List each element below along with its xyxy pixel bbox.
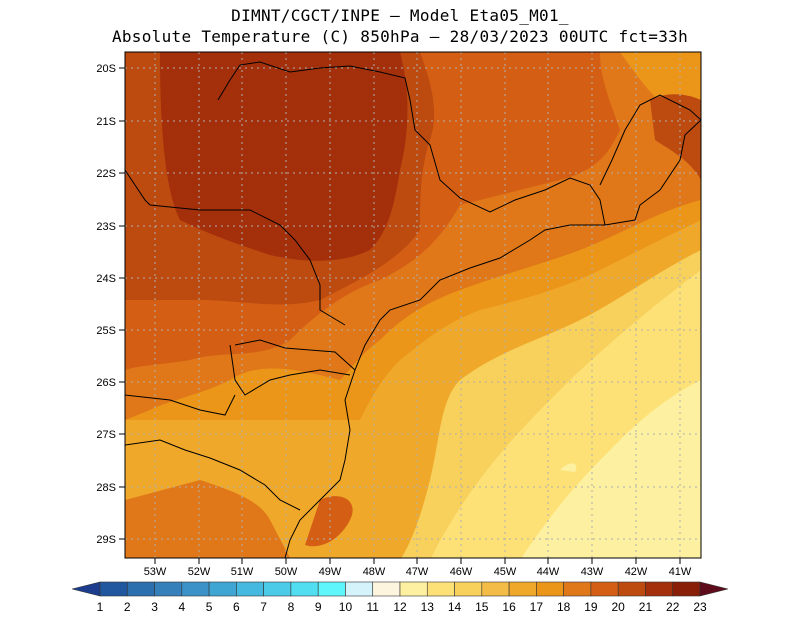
colorbar-label: 5	[206, 600, 213, 614]
colorbar-segment	[454, 581, 483, 597]
coastline	[284, 119, 701, 558]
region-12	[521, 380, 701, 558]
colorbar-segment	[154, 581, 183, 597]
colorbar-segment	[236, 581, 264, 597]
colorbar-label: 9	[315, 600, 322, 614]
lat-label: 28S	[96, 482, 116, 494]
colorbar-segment	[426, 581, 455, 597]
colorbar-label: 23	[693, 600, 707, 614]
lon-label: 47W	[406, 566, 429, 578]
border-ms-west	[125, 169, 151, 206]
colorbar: 1 2 3 4 5 6 7 8 9 10 11 12 13 14 15 16 17 18 19 20 21 22 23	[71, 581, 729, 614]
border-pr-sc	[234, 339, 356, 371]
colorbar-label: 22	[666, 600, 680, 614]
border-mg-es-rj	[599, 94, 701, 186]
lat-label: 24S	[96, 273, 116, 285]
colorbar-segment	[126, 581, 155, 597]
borders	[125, 61, 701, 558]
colorbar-segment	[672, 581, 701, 597]
lon-label: 48W	[363, 566, 386, 578]
colorbar-arrow-right	[699, 581, 729, 597]
border-sc-rs	[125, 394, 236, 416]
colorbar-label: 21	[639, 600, 653, 614]
title-line-1: DIMNT/CGCT/INPE – Model Eta05_M01_	[231, 6, 569, 25]
colorbar-segment	[617, 581, 646, 597]
colorbar-label: 6	[233, 600, 240, 614]
lat-label: 21S	[96, 116, 116, 128]
colorbar-label: 4	[178, 600, 185, 614]
colorbar-segment	[263, 581, 292, 597]
colorbar-label: 19	[584, 600, 598, 614]
colorbar-label: 15	[475, 600, 489, 614]
temperature-field	[125, 52, 701, 558]
lon-label: 51W	[231, 566, 254, 578]
lat-label: 29S	[96, 534, 116, 546]
lon-label: 50W	[275, 566, 298, 578]
colorbar-segment	[372, 581, 401, 597]
lon-label: 43W	[581, 566, 604, 578]
border-ms-sp	[217, 64, 241, 101]
colorbar-segment	[563, 581, 592, 597]
colorbar-label: 11	[366, 600, 379, 614]
lon-label: 52W	[188, 566, 211, 578]
colorbar-segment	[399, 581, 428, 597]
colorbar-segment	[645, 581, 674, 597]
border-rs-west	[125, 439, 301, 511]
colorbar-segment	[481, 581, 510, 597]
colorbar-label: 2	[124, 600, 131, 614]
lon-label: 41W	[669, 566, 692, 578]
colorbar-label: 18	[557, 600, 571, 614]
colorbar-label: 16	[502, 600, 516, 614]
lon-label: 46W	[450, 566, 473, 578]
latitude-axis: 20S 21S 22S 23S 24S 25S 26S 27S 28S 29S	[96, 63, 125, 546]
lat-label: 27S	[96, 429, 116, 441]
colorbar-label: 7	[260, 600, 267, 614]
title-line-2: Absolute Temperature (C) 850hPa – 28/03/…	[111, 27, 689, 46]
colorbar-label: 12	[393, 600, 407, 614]
colorbar-label: 20	[612, 600, 626, 614]
colorbar-label: 10	[339, 600, 353, 614]
map-frame	[124, 51, 702, 559]
lat-label: 26S	[96, 377, 116, 389]
lat-label: 22S	[96, 168, 116, 180]
colorbar-segment	[536, 581, 564, 597]
border-ms-pr	[149, 204, 346, 326]
lon-label: 42W	[625, 566, 648, 578]
lon-label: 49W	[319, 566, 342, 578]
colorbar-segment	[317, 581, 346, 597]
colorbar-arrow-left	[71, 581, 101, 597]
lon-label: 45W	[494, 566, 517, 578]
border-mg-sp	[239, 61, 606, 226]
colorbar-label: 8	[288, 600, 295, 614]
colorbar-label: 14	[448, 600, 462, 614]
colorbar-label: 17	[530, 600, 544, 614]
colorbar-label: 13	[421, 600, 435, 614]
colorbar-label: 3	[151, 600, 158, 614]
longitude-axis: 53W 52W 51W 50W 49W 48W 47W 46W 45W 44W 43W 42W 41W	[144, 558, 692, 578]
lon-label: 44W	[537, 566, 560, 578]
colorbar-segment	[181, 581, 210, 597]
colorbar-segment	[290, 581, 319, 597]
colorbar-segment	[590, 581, 619, 597]
lat-label: 23S	[96, 221, 116, 233]
colorbar-segment	[345, 581, 374, 597]
region-20	[160, 52, 408, 261]
border-pr-river	[229, 344, 351, 396]
lat-label: 25S	[96, 325, 116, 337]
colorbar-label: 1	[97, 600, 104, 614]
colorbar-segment	[508, 581, 537, 597]
lat-label: 20S	[96, 63, 116, 75]
colorbar-segment	[99, 581, 128, 597]
colorbar-segment	[208, 581, 237, 597]
lon-label: 53W	[144, 566, 167, 578]
